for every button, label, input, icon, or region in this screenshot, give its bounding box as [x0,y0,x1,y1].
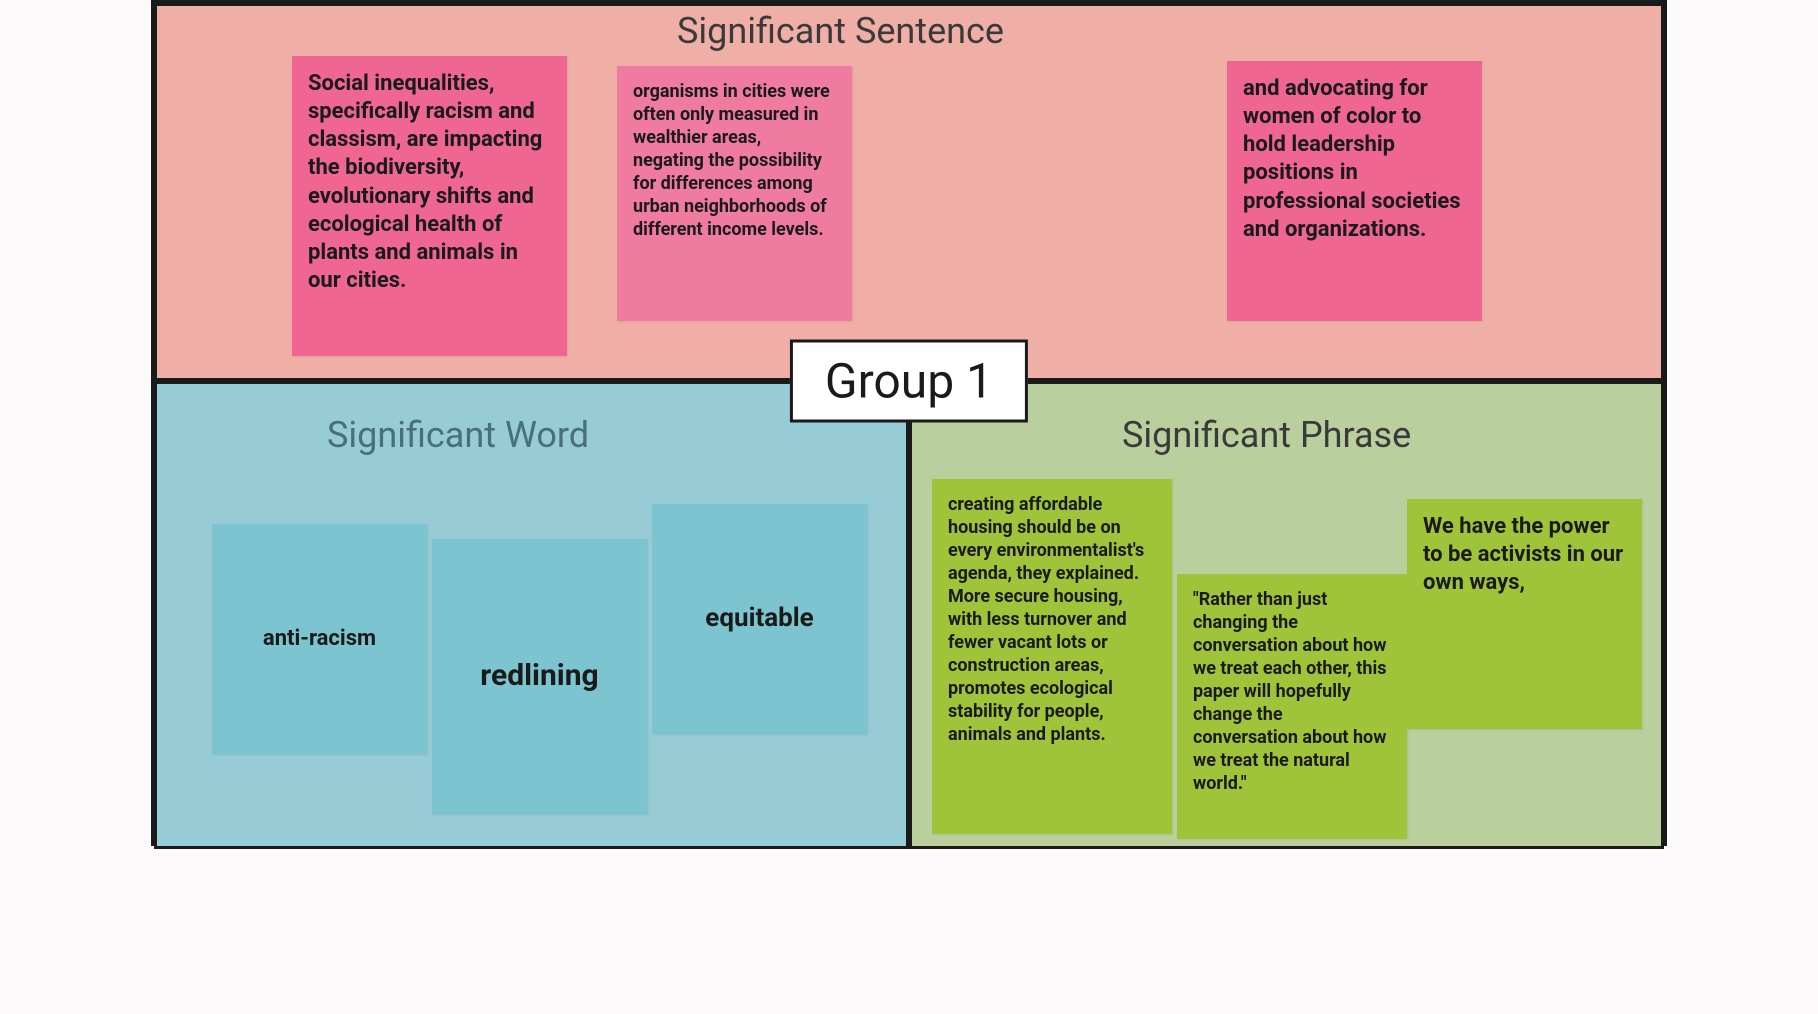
panel-significant-sentence: Significant Sentence Social inequalities… [154,3,1664,381]
board: Significant Sentence Social inequalities… [151,0,1667,846]
note-phrase-3[interactable]: We have the power to be activists in our… [1407,499,1642,729]
group-label[interactable]: Group 1 [790,340,1028,423]
note-text: redlining [480,657,598,695]
note-word-1[interactable]: anti-racism [212,524,427,754]
panel-significant-word: Significant Word anti-racism redlining e… [154,381,909,849]
panel-title-sentence: Significant Sentence [677,10,1004,52]
note-phrase-1[interactable]: creating affordable housing should be on… [932,479,1172,834]
note-word-3[interactable]: equitable [652,504,867,734]
note-text: equitable [705,602,813,635]
note-text: organisms in cities were often only meas… [633,81,830,240]
note-text: "Rather than just changing the conversat… [1193,589,1386,794]
note-text: creating affordable housing should be on… [948,494,1144,745]
note-text: anti-racism [263,625,376,653]
note-phrase-2[interactable]: "Rather than just changing the conversat… [1177,574,1407,839]
note-sentence-2[interactable]: organisms in cities were often only meas… [617,66,852,321]
note-sentence-3[interactable]: and advocating for women of color to hol… [1227,61,1482,321]
note-sentence-1[interactable]: Social inequalities, specifically racism… [292,56,567,356]
note-text: and advocating for women of color to hol… [1243,76,1461,242]
panel-significant-phrase: Significant Phrase creating affordable h… [909,381,1664,849]
note-text: Social inequalities, specifically racism… [308,71,542,293]
note-word-2[interactable]: redlining [432,539,647,814]
panel-title-phrase: Significant Phrase [1122,414,1411,456]
note-text: We have the power to be activists in our… [1423,514,1623,595]
panel-title-word: Significant Word [327,414,589,456]
